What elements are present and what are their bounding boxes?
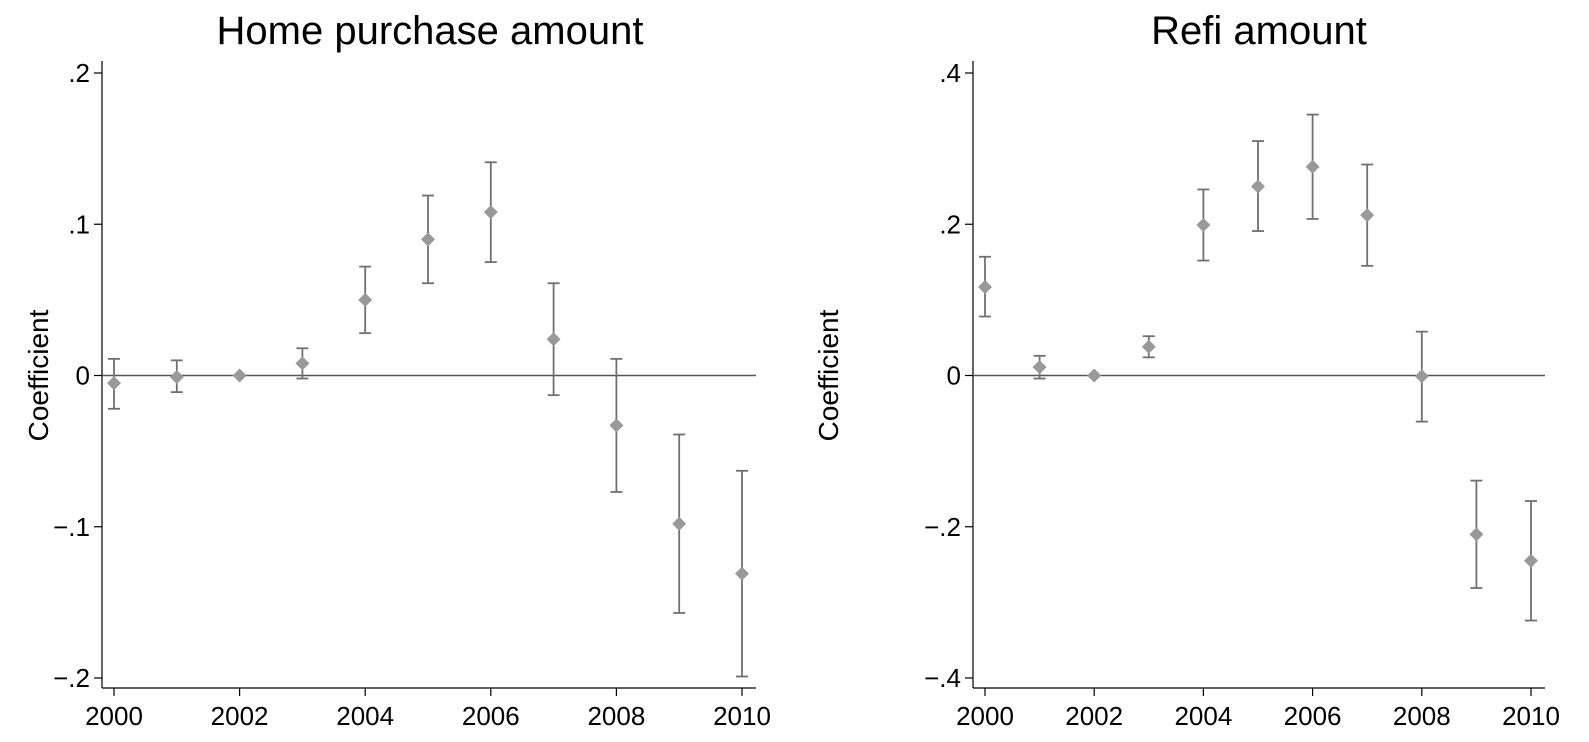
chart-2-point <box>1087 368 1102 383</box>
chart-2-xtick-label: 2002 <box>1065 701 1123 731</box>
chart-1-ytick-label: −.1 <box>53 512 90 542</box>
chart-1-point <box>107 376 121 391</box>
chart-1-panel: Home purchase amount Coefficient −.2 −.1 0 .1… <box>23 9 771 731</box>
chart-2-point <box>1414 369 1429 384</box>
chart-2-ytick-label: .2 <box>939 209 961 239</box>
chart-1-ytick-label: −.2 <box>53 663 90 693</box>
chart-2-point <box>1305 159 1320 174</box>
chart-2-xtick-label: 2004 <box>1174 701 1232 731</box>
chart-1-xtick-label: 2010 <box>713 701 771 731</box>
chart-1-point <box>483 205 498 220</box>
chart-2-ylabel: Coefficient <box>813 309 844 441</box>
chart-2-point <box>1469 527 1484 542</box>
chart-1-title: Home purchase amount <box>217 9 644 53</box>
chart-2-title: Refi amount <box>1151 9 1367 53</box>
chart-1-point <box>232 368 247 383</box>
chart-2-panel: Refi amount Coefficient −.4 −.2 0 .2 .4 2000 200… <box>813 9 1560 731</box>
chart-1-xtick-label: 2000 <box>85 701 143 731</box>
chart-2-point <box>1032 360 1047 375</box>
chart-1-point <box>358 292 373 307</box>
chart-1-xtick-label: 2002 <box>211 701 269 731</box>
chart-2-ytick-label: .4 <box>939 58 961 88</box>
chart-2-ytick-label: −.4 <box>924 663 961 693</box>
chart-2-xtick-label: 2000 <box>956 701 1014 731</box>
chart-1-point <box>421 232 435 247</box>
chart-1-ytick-label: .2 <box>68 58 90 88</box>
chart-2-point <box>1524 553 1538 568</box>
chart-1-xtick-label: 2008 <box>587 701 645 731</box>
chart-2-point <box>978 280 992 295</box>
chart-2-point <box>1360 208 1375 223</box>
chart-1-point <box>735 566 749 581</box>
chart-2-xtick-label: 2008 <box>1393 701 1451 731</box>
chart-1-ylabel: Coefficient <box>23 309 54 441</box>
chart-2-xtick-label: 2006 <box>1284 701 1342 731</box>
chart-2-point <box>1251 179 1265 194</box>
chart-1-point <box>295 356 310 371</box>
chart-2-point <box>1196 218 1211 233</box>
chart-1-ytick-label: .1 <box>68 209 90 239</box>
chart-1-xtick-label: 2006 <box>462 701 520 731</box>
chart-1-point <box>609 418 624 433</box>
chart-1-point <box>546 332 561 347</box>
chart-1-ytick-label: 0 <box>76 361 90 391</box>
chart-2-ytick-label: −.2 <box>924 512 961 542</box>
chart-1-xtick-label: 2004 <box>336 701 394 731</box>
chart-2-ytick-label: 0 <box>947 361 961 391</box>
chart-2-point <box>1141 339 1156 354</box>
chart-2-xtick-label: 2010 <box>1502 701 1560 731</box>
chart-1-point <box>169 370 184 385</box>
chart-1-point <box>672 516 687 531</box>
